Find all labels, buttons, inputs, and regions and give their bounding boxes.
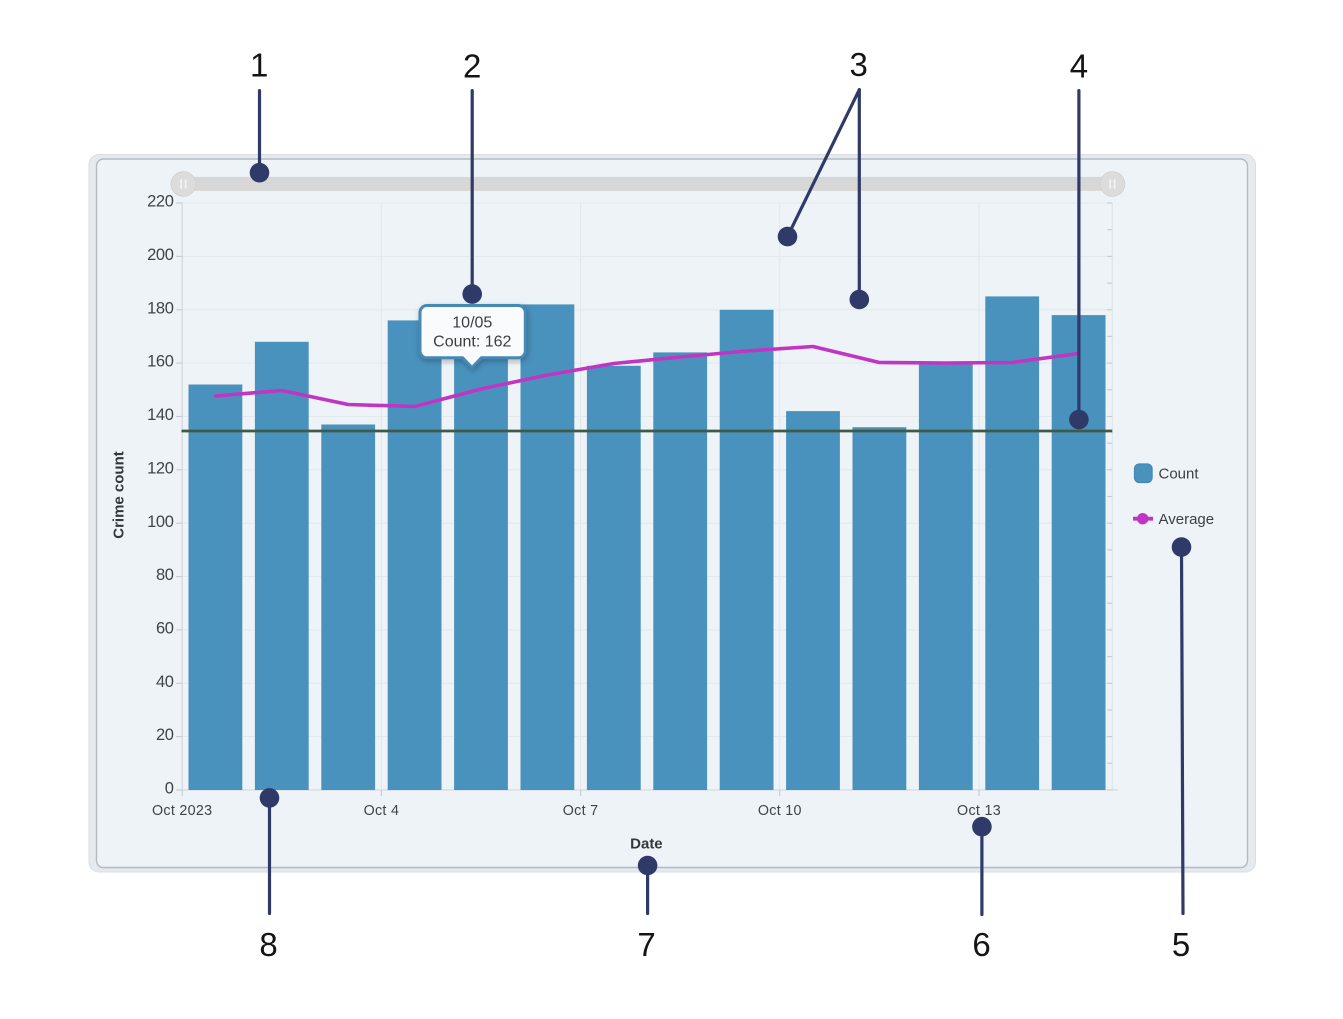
svg-text:220: 220 xyxy=(147,193,174,211)
svg-text:3: 3 xyxy=(850,46,868,83)
svg-text:140: 140 xyxy=(147,406,174,424)
svg-text:10/05: 10/05 xyxy=(452,315,492,332)
svg-text:5: 5 xyxy=(1172,926,1190,963)
svg-text:120: 120 xyxy=(147,459,174,477)
svg-text:60: 60 xyxy=(156,620,174,638)
svg-text:40: 40 xyxy=(156,673,174,691)
svg-text:180: 180 xyxy=(147,299,174,317)
svg-text:160: 160 xyxy=(147,353,174,371)
svg-text:100: 100 xyxy=(147,513,174,531)
svg-text:7: 7 xyxy=(637,926,655,963)
svg-text:Oct 4: Oct 4 xyxy=(364,803,400,819)
svg-text:Average: Average xyxy=(1159,511,1215,528)
svg-text:1: 1 xyxy=(250,46,268,83)
svg-text:Crime count: Crime count xyxy=(111,451,128,539)
svg-text:Count: 162: Count: 162 xyxy=(433,334,511,351)
svg-text:2: 2 xyxy=(463,47,481,84)
svg-text:20: 20 xyxy=(156,726,174,744)
svg-text:0: 0 xyxy=(165,780,174,798)
svg-text:Oct 10: Oct 10 xyxy=(758,803,802,819)
svg-text:6: 6 xyxy=(972,926,990,963)
svg-text:Oct 2023: Oct 2023 xyxy=(152,803,212,819)
svg-text:8: 8 xyxy=(259,926,277,963)
svg-text:200: 200 xyxy=(147,246,174,264)
svg-text:4: 4 xyxy=(1070,47,1088,84)
svg-text:Oct 13: Oct 13 xyxy=(957,803,1001,819)
svg-text:Oct 7: Oct 7 xyxy=(563,803,599,819)
svg-text:Date: Date xyxy=(630,836,663,853)
svg-text:Count: Count xyxy=(1159,465,1200,482)
svg-text:80: 80 xyxy=(156,566,174,584)
